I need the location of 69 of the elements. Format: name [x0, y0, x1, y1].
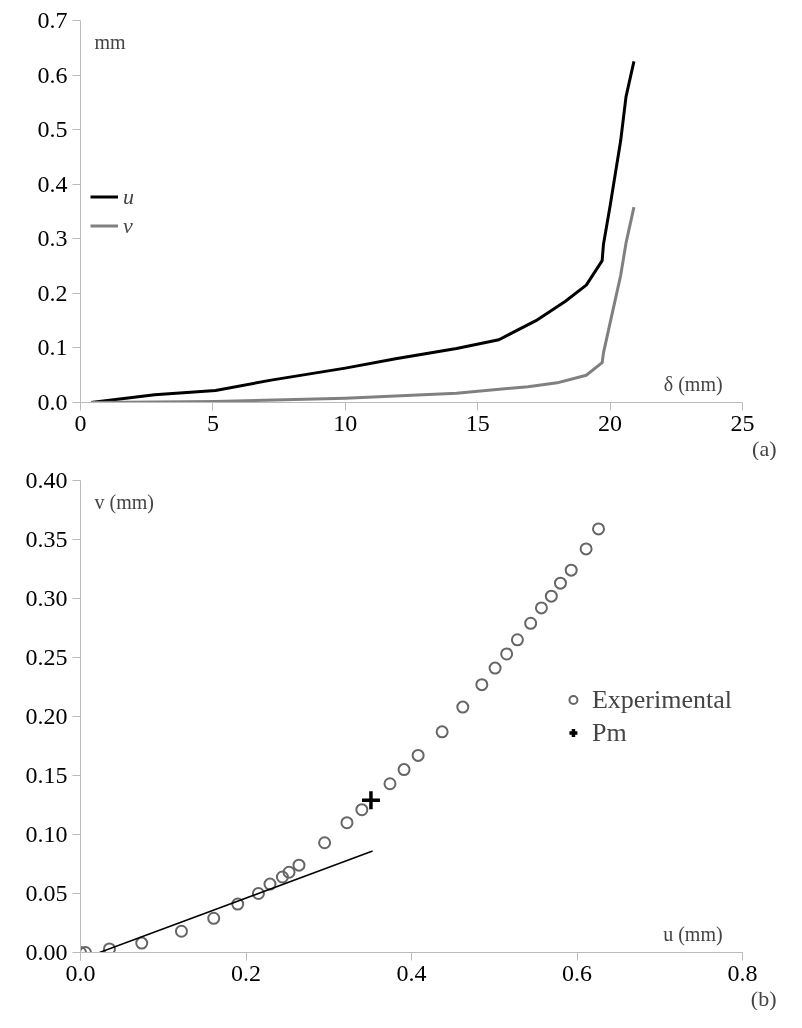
text: (b): [750, 985, 777, 1011]
legend-label: u: [123, 183, 135, 210]
point: [231, 897, 245, 911]
x-tick-label: 10: [333, 409, 358, 436]
point: [383, 777, 397, 791]
y-tick-label: 0.00: [25, 939, 68, 965]
legend-label: v: [123, 212, 134, 239]
y-tick-label: 0.30: [25, 585, 68, 611]
point: [282, 865, 296, 879]
point: [544, 589, 558, 603]
x-tick-label: 20: [598, 409, 623, 436]
point: [456, 700, 470, 714]
y-tick-label: 0.05: [25, 880, 68, 906]
point: [411, 748, 425, 762]
y-tick-label: 0.4: [37, 170, 68, 197]
x-tick-label: 5: [206, 409, 219, 436]
x-tick-label: 0.2: [231, 959, 261, 986]
y-axis-title: mm: [94, 30, 127, 53]
y-tick-label: 0.35: [25, 526, 68, 552]
point: [174, 924, 188, 938]
point: [397, 763, 411, 777]
point: [102, 942, 116, 953]
point: [524, 616, 538, 630]
y-tick-label: 0.15: [25, 762, 68, 788]
point: [275, 870, 289, 884]
y-tick-label: 0.1: [37, 334, 68, 361]
point: [553, 576, 567, 590]
x-tick-label: 0: [74, 409, 87, 436]
text: (a): [752, 435, 777, 461]
x-tick-label: 15: [465, 409, 490, 436]
point: [510, 633, 524, 647]
y-tick-label: 0.3: [37, 225, 68, 252]
x-axis-title: u (mm): [663, 922, 723, 946]
y-tick-label: 0.40: [25, 467, 68, 493]
x-tick-label: 0.8: [727, 959, 758, 986]
point: [355, 803, 369, 817]
point: [435, 725, 449, 739]
y-tick-label: 0.2: [37, 279, 68, 306]
y-tick-label: 0.25: [25, 644, 68, 670]
point: [263, 877, 277, 891]
point: [360, 789, 382, 812]
point: [564, 563, 578, 577]
point: [207, 911, 221, 925]
x-tick-label: 25: [730, 409, 755, 436]
point: [340, 816, 354, 830]
y-tick-label: 0.10: [25, 821, 68, 847]
y-tick-label: 0.7: [37, 7, 68, 33]
y-axis-title: v (mm): [94, 490, 154, 514]
point: [292, 858, 306, 872]
point: [135, 936, 149, 950]
y-tick-label: 0.0: [37, 389, 68, 415]
point: [318, 836, 332, 850]
y-tick-label: 0.5: [37, 116, 68, 143]
point: [579, 542, 593, 556]
x-tick-label: 0.4: [396, 959, 427, 986]
point: [592, 522, 606, 536]
y-tick-label: 0.20: [25, 703, 68, 729]
x-tick-label: 0.6: [562, 959, 592, 986]
point: [500, 647, 514, 661]
point: [251, 887, 265, 900]
point: [488, 661, 502, 675]
point: [534, 601, 548, 615]
x-tick-label: 0.0: [65, 959, 96, 986]
x-axis-title: δ (mm): [663, 372, 723, 396]
line-series: [89, 205, 636, 403]
y-tick-label: 0.6: [37, 61, 68, 88]
legend-label: Experimental: [591, 684, 732, 715]
legend-label: Pm: [591, 717, 627, 748]
point: [475, 678, 489, 692]
